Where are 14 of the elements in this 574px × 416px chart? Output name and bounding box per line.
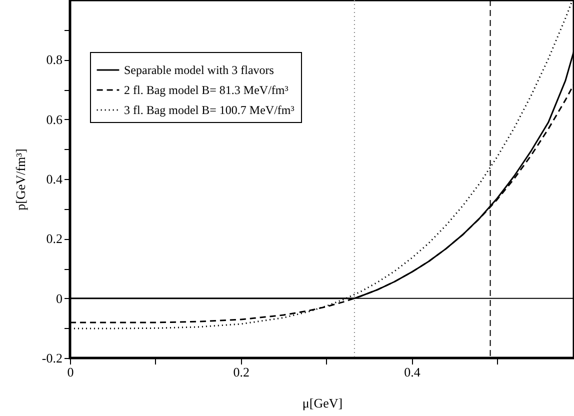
x-tick-label: 0.2: [233, 364, 250, 380]
y-tick-label: 0.2: [46, 231, 62, 246]
legend-label: Separable model with 3 flavors: [124, 63, 274, 77]
y-tick-label: 0.6: [46, 112, 63, 127]
y-tick-label: 0.4: [46, 172, 63, 186]
legend-label: 2 fl. Bag model B= 81.3 MeV/fm³: [124, 83, 289, 97]
y-tick-label: 0: [56, 290, 62, 306]
y-tick-label: 0.8: [46, 52, 62, 68]
x-tick-label: 0.4: [404, 364, 421, 380]
y-tick-label: -0.2: [42, 350, 62, 366]
y-axis-title: p[GeV/fm³]: [12, 148, 28, 210]
x-axis-title: μ[GeV]: [302, 396, 343, 410]
legend-label: 3 fl. Bag model B= 100.7 MeV/fm³: [124, 103, 295, 117]
x-tick-label: 0: [67, 364, 74, 380]
